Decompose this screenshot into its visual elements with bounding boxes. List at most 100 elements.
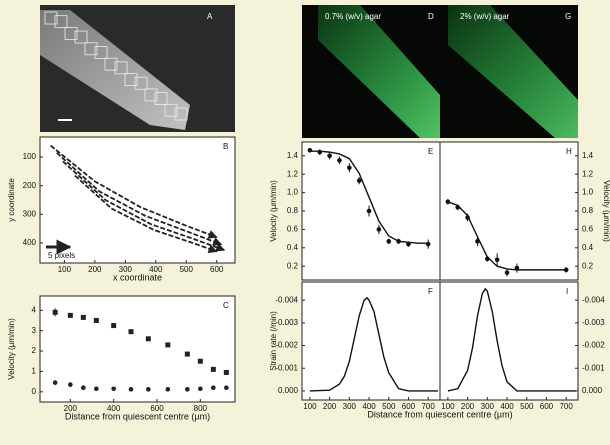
- data-point: [185, 387, 190, 392]
- x-tick-label: 600: [210, 265, 224, 274]
- data-point: [210, 366, 216, 372]
- data-point: [494, 257, 500, 263]
- x-tick-label: 200: [64, 404, 78, 413]
- y-tick-label: 0.000: [278, 386, 299, 395]
- y-tick-label: 0.2: [287, 261, 299, 270]
- data-point: [93, 317, 99, 323]
- y-tick-label: 1.4: [582, 151, 594, 160]
- data-line: [447, 201, 567, 271]
- data-point: [224, 385, 229, 391]
- data-point: [184, 351, 190, 357]
- annotation: 5 pixels: [48, 251, 75, 260]
- x-tick-label: 100: [441, 402, 455, 411]
- tracking-box: [44, 11, 58, 25]
- x-tick-label: 700: [559, 402, 573, 411]
- y-tick-label: 0: [32, 387, 37, 396]
- panel-label: D: [428, 12, 434, 21]
- y-tick-label: 1.0: [287, 188, 299, 197]
- plot-area: [439, 141, 579, 281]
- tracking-box: [164, 103, 178, 117]
- data-point: [52, 309, 58, 315]
- y-tick-label: 200: [23, 181, 37, 190]
- tracking-box: [134, 76, 148, 90]
- y-tick-label: 300: [23, 209, 37, 218]
- y-tick-label: 0.4: [287, 243, 299, 252]
- x-tick-label: 600: [402, 402, 416, 411]
- tracking-box: [144, 88, 158, 102]
- x-tick-label: 400: [107, 404, 121, 413]
- x-tick-label: 400: [149, 265, 163, 274]
- panel-label: C: [223, 301, 229, 310]
- data-line: [56, 152, 223, 246]
- y-tick-label: 1: [32, 367, 37, 376]
- x-tick-label: 200: [461, 402, 475, 411]
- x-axis-label: Distance from quiescent centre (µm): [65, 411, 210, 421]
- x-tick-label: 500: [382, 402, 396, 411]
- data-line: [74, 174, 218, 254]
- data-point: [94, 386, 99, 392]
- y-tick-label: 1.4: [287, 151, 299, 160]
- data-point: [128, 329, 134, 335]
- y-axis-label: Velocity (µm/min): [269, 180, 278, 242]
- x-tick-label: 700: [421, 402, 435, 411]
- data-point: [80, 314, 86, 320]
- tracking-box: [174, 107, 188, 121]
- plot-area: [301, 281, 441, 401]
- data-point: [211, 385, 216, 391]
- x-tick-label: 300: [119, 265, 133, 274]
- tracking-box: [84, 42, 98, 56]
- x-tick-label: 200: [323, 402, 337, 411]
- data-point: [327, 153, 332, 159]
- image-caption: 0.7% (w/v) agar: [325, 12, 381, 21]
- data-line: [50, 144, 218, 239]
- data-point: [128, 387, 134, 392]
- plot-area: [39, 136, 236, 264]
- y-tick-label: 400: [23, 238, 37, 247]
- image-caption: 2% (w/v) agar: [460, 12, 510, 21]
- y-tick-label: -0.002: [275, 341, 298, 350]
- image-g: 2% (w/v) agar G: [440, 5, 578, 138]
- data-point: [68, 382, 73, 387]
- panel-label: E: [428, 147, 433, 156]
- y-tick-label: -0.001: [275, 363, 298, 372]
- data-point: [356, 178, 362, 183]
- panel-label: I: [566, 287, 568, 296]
- y-tick-label: 0.000: [582, 386, 603, 395]
- y-axis-label: Strain rate (/min): [269, 311, 278, 371]
- x-tick-label: 400: [362, 402, 376, 411]
- x-tick-label: 500: [180, 265, 194, 274]
- y-tick-label: 0.4: [582, 243, 594, 252]
- data-point: [146, 387, 151, 392]
- data-point: [81, 385, 86, 391]
- y-axis-label: Velocity (µm/min): [602, 180, 610, 242]
- x-tick-label: 400: [500, 402, 514, 411]
- data-point: [504, 270, 510, 275]
- panel-label: F: [428, 287, 433, 296]
- x-tick-label: 100: [58, 265, 72, 274]
- data-point: [67, 312, 73, 318]
- tracking-box: [54, 15, 68, 29]
- tracking-box: [94, 46, 108, 59]
- y-tick-label: -0.004: [582, 295, 605, 304]
- panel-label: B: [223, 142, 228, 151]
- data-line: [447, 287, 577, 392]
- x-tick-label: 100: [303, 402, 317, 411]
- y-axis-label: Velocity (µm/min): [7, 318, 16, 380]
- y-tick-label: -0.003: [275, 318, 298, 327]
- x-tick-label: 300: [343, 402, 357, 411]
- data-point: [145, 336, 151, 342]
- tracking-box: [124, 73, 138, 86]
- data-point: [366, 208, 372, 214]
- x-tick-label: 800: [194, 404, 208, 413]
- y-tick-label: 0.8: [287, 206, 299, 215]
- data-point: [198, 386, 203, 392]
- data-point: [165, 342, 171, 348]
- y-tick-label: 1.2: [287, 169, 299, 178]
- data-point: [337, 158, 342, 163]
- y-tick-label: 0.8: [582, 206, 594, 215]
- y-tick-label: 4: [32, 305, 37, 314]
- x-tick-label: 300: [481, 402, 495, 411]
- data-point: [52, 380, 58, 385]
- x-axis-label: x coordinate: [113, 272, 162, 282]
